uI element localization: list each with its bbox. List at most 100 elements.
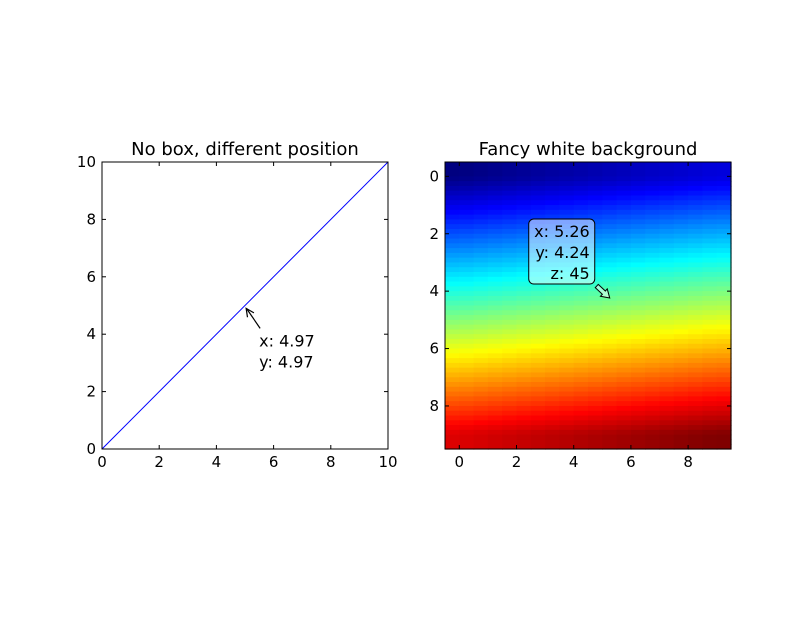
heatmap-cell [487, 415, 503, 421]
heatmap-cell [473, 305, 489, 311]
annotation-arrow [594, 283, 611, 299]
heatmap-cell [588, 219, 603, 225]
heatmap-cell [487, 439, 503, 445]
heatmap-cell [588, 315, 603, 321]
heatmap-cell [673, 252, 689, 259]
heatmap-cell [659, 425, 675, 431]
heatmap-cell [630, 401, 646, 407]
heatmap-cell [559, 315, 575, 321]
heatmap-cell [602, 415, 618, 421]
heatmap-cell [588, 267, 603, 273]
heatmap-cell [502, 429, 518, 436]
x-tick-label: 6 [269, 453, 279, 471]
heatmap-cell [716, 338, 732, 345]
heatmap-cell [702, 425, 718, 431]
heatmap-cell [616, 257, 632, 264]
heatmap-cell [545, 358, 560, 364]
heatmap-cell [487, 305, 503, 311]
heatmap-cell [645, 171, 661, 177]
heatmap-cell [516, 386, 532, 393]
heatmap-cell [473, 176, 489, 182]
heatmap-cell [445, 162, 460, 168]
heatmap-cell [588, 200, 603, 206]
heatmap-cell [530, 367, 546, 374]
x-tick-label: 2 [512, 453, 522, 471]
heatmap-cell [673, 343, 689, 350]
heatmap-cell [445, 362, 460, 369]
heatmap-cell [688, 382, 703, 388]
heatmap-cell [459, 295, 475, 302]
heatmap-cell [516, 214, 532, 220]
heatmap-cell [473, 219, 489, 225]
heatmap-cell [545, 291, 560, 297]
heatmap-cell [530, 334, 546, 340]
heatmap-cell [702, 162, 718, 168]
heatmap-cell [702, 272, 718, 278]
heatmap-cell [530, 315, 546, 321]
heatmap-cell [659, 391, 675, 397]
heatmap-cell [445, 377, 460, 383]
heatmap-cell [602, 205, 618, 211]
heatmap-cell [516, 205, 532, 211]
heatmap-cell [673, 243, 689, 249]
heatmap-cell [459, 272, 475, 278]
heatmap-cell [688, 267, 703, 273]
heatmap-cell [545, 162, 560, 168]
heatmap-cell [459, 338, 475, 345]
heatmap-cell [459, 209, 475, 216]
heatmap-cell [702, 444, 718, 450]
heatmap-cell [702, 334, 718, 340]
heatmap-cell [602, 382, 618, 388]
heatmap-cell [716, 243, 732, 249]
heatmap-cell [487, 372, 503, 378]
heatmap-cell [559, 343, 575, 350]
heatmap-cell [559, 444, 575, 450]
heatmap-cell [545, 214, 560, 220]
heatmap-cell [702, 176, 718, 182]
heatmap-cell [645, 315, 661, 321]
heatmap-cell [716, 420, 732, 426]
heatmap-cell [716, 190, 732, 197]
heatmap-cell [673, 300, 689, 307]
heatmap-cell [602, 233, 618, 240]
axes-frame [101, 161, 389, 450]
heatmap-cell [445, 391, 460, 397]
heatmap-cell [716, 295, 732, 302]
heatmap-cell [659, 267, 675, 273]
heatmap-cell [459, 281, 475, 287]
heatmap-cell [659, 377, 675, 383]
heatmap-cell [573, 176, 589, 182]
heatmap-cell [487, 367, 503, 374]
heatmap-cell [516, 334, 532, 340]
heatmap-cell [559, 324, 575, 331]
heatmap-cell [702, 353, 718, 359]
heatmap-cell [716, 248, 732, 254]
heatmap-cell [702, 224, 718, 230]
heatmap-cell [487, 162, 503, 168]
x-tick-label: 4 [212, 453, 222, 471]
heatmap-cell [459, 276, 475, 283]
heatmap-cell [716, 224, 732, 230]
heatmap-cell [616, 434, 632, 441]
heatmap-cell [616, 176, 632, 182]
heatmap-cell [630, 382, 646, 388]
heatmap-cell [702, 348, 718, 354]
heatmap-cell [702, 252, 718, 259]
heatmap-cell [702, 401, 718, 407]
heatmap-cell [473, 286, 489, 292]
heatmap-cell [673, 185, 689, 192]
heatmap-cell [530, 362, 546, 369]
heatmap-cell [673, 248, 689, 254]
heatmap-cell [473, 243, 489, 249]
heatmap-cell [473, 324, 489, 331]
heatmap-cell [645, 386, 661, 393]
heatmap-cell [459, 319, 475, 326]
heatmap-cell [716, 434, 732, 441]
heatmap-cell [645, 334, 661, 340]
annotation-box [528, 218, 596, 285]
heatmap-cell [616, 386, 632, 393]
heatmap-cell [645, 214, 661, 220]
heatmap-cell [459, 420, 475, 426]
heatmap-cell [645, 391, 661, 397]
heatmap-cell [459, 267, 475, 273]
